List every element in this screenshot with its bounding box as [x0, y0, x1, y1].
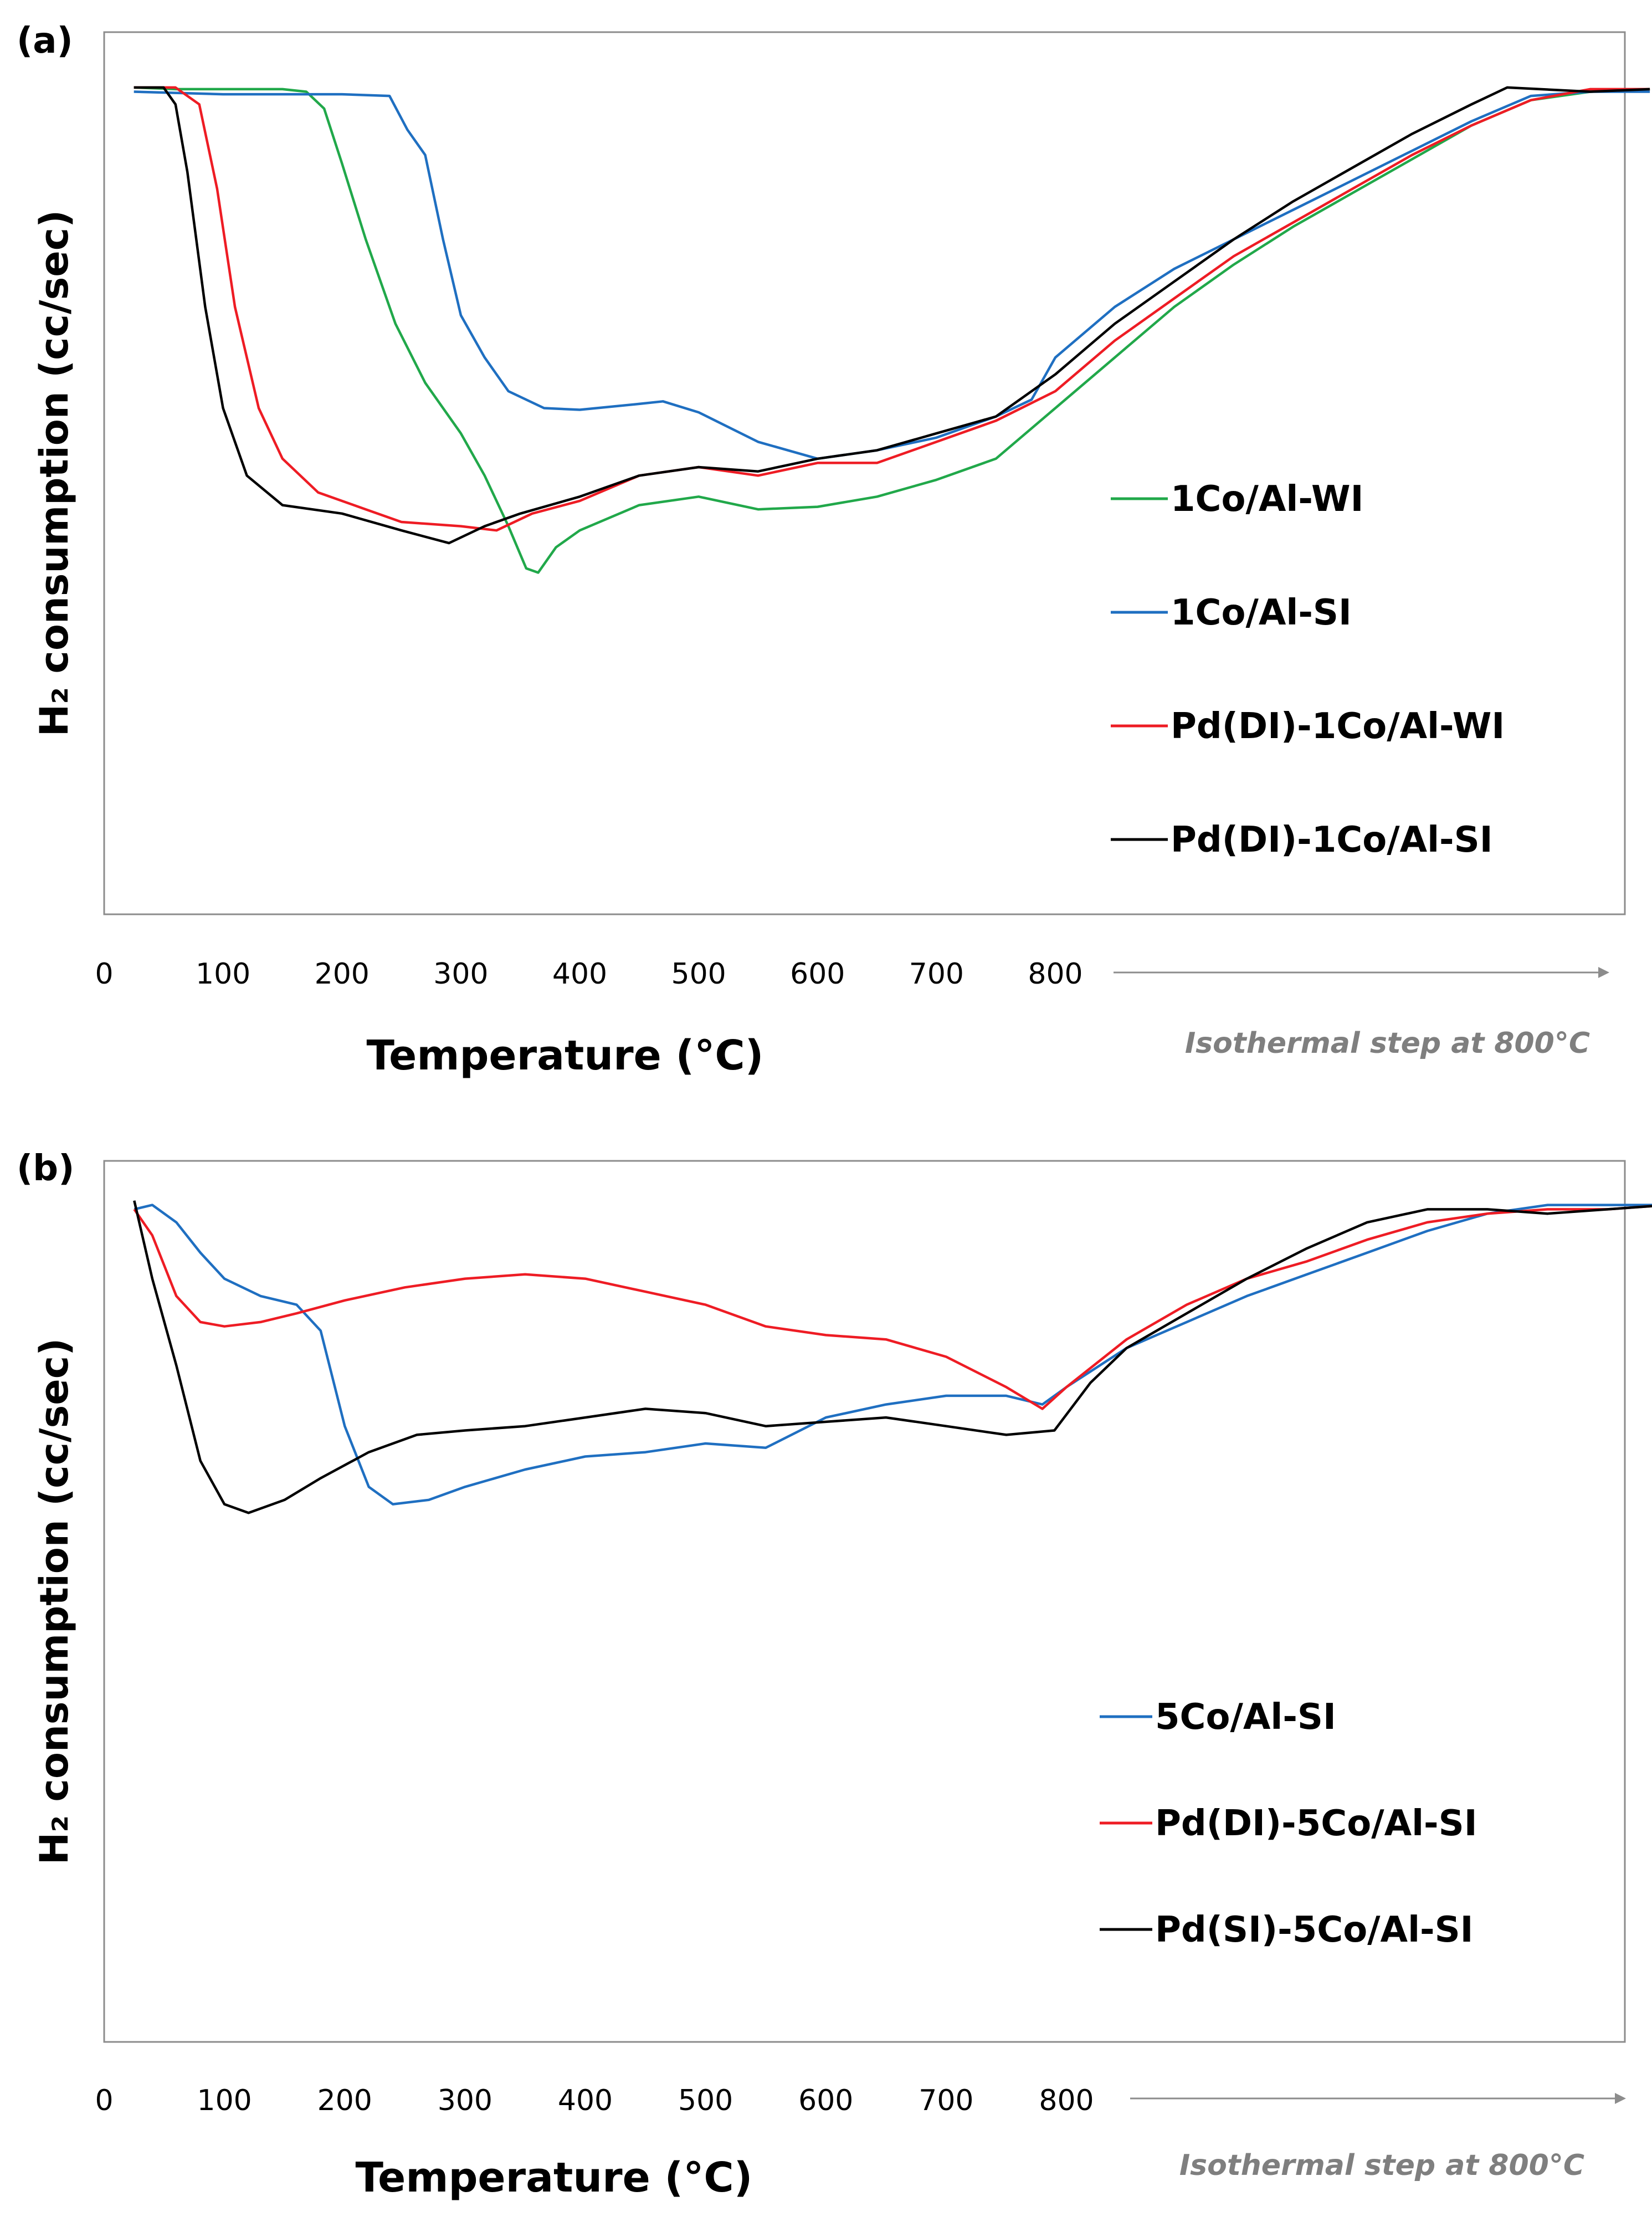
panel-b-x-tick-700: 700	[919, 2084, 973, 2117]
panel-a-y-axis-label: H₂ consumption (cc/sec)	[32, 210, 77, 737]
panel-a-x-tick-600: 600	[790, 958, 845, 991]
panel-b-x-tick-800: 800	[1039, 2084, 1094, 2117]
panel-a-series-line-4	[134, 86, 1650, 545]
panel-a-x-tick-500: 500	[671, 958, 726, 991]
panel-b-series	[133, 1200, 1652, 1514]
panel-b-x-tick-600: 600	[798, 2084, 853, 2117]
panel-a-series-line-3	[134, 86, 1650, 532]
panel-a-label: (a)	[17, 21, 73, 62]
panel-b-legend: 5Co/Al-SI Pd(DI)-5Co/Al-SI Pd(SI)-5Co/Al-S…	[1100, 1697, 1477, 1950]
panel-a-x-tick-300: 300	[433, 958, 488, 991]
panel-b-x-tick-0: 0	[95, 2084, 113, 2117]
panel-a-x-tick-800: 800	[1028, 958, 1082, 991]
panel-b-x-tick-400: 400	[558, 2084, 613, 2117]
panel-b-isothermal-arrowhead	[1615, 2093, 1626, 2104]
panel-a-series	[134, 86, 1650, 574]
panel-a-plot-area	[103, 31, 1626, 915]
panel-a-series-line-1	[134, 86, 1650, 574]
panel-a-x-tick-400: 400	[552, 958, 607, 991]
panel-b: (b) 0 100 200 300 400 500 600 700 800 5Co/Al-SI P…	[17, 1148, 1652, 2202]
panel-b-y-axis-label: H₂ consumption (cc/sec)	[32, 1338, 77, 1865]
panel-a-x-tick-0: 0	[95, 958, 113, 991]
panel-b-x-tick-500: 500	[678, 2084, 733, 2117]
panel-a-x-tick-100: 100	[196, 958, 250, 991]
panel-a-x-tick-200: 200	[315, 958, 370, 991]
panel-a: (a) 0 100 200 300 400 500 600 700 800 1Co/Al-WI1…	[17, 21, 1650, 1079]
panel-a-x-tick-700: 700	[909, 958, 964, 991]
panel-a-isothermal-note: Isothermal step at 800°C	[1185, 1027, 1590, 1060]
panel-b-x-ticks: 0 100 200 300 400 500 600 700 800	[95, 2084, 1094, 2117]
panel-b-series-line-2	[133, 1205, 1652, 1410]
panel-b-series-line-1	[134, 1204, 1652, 1506]
panel-a-isothermal-arrowhead	[1598, 967, 1609, 978]
panel-b-legend-label-1: 5Co/Al-SI	[1155, 1697, 1336, 1738]
panel-b-label: (b)	[17, 1148, 74, 1189]
panel-a-x-ticks: 0 100 200 300 400 500 600 700 800	[95, 958, 1082, 991]
panel-a-legend: 1Co/Al-WI 1Co/Al-SI Pd(DI)-1Co/Al-WI Pd(DI)…	[1111, 479, 1505, 861]
panel-b-x-tick-100: 100	[197, 2084, 252, 2117]
panel-a-legend-label-3: Pd(DI)-1Co/Al-WI	[1171, 706, 1505, 747]
panel-a-x-axis-label: Temperature (°C)	[367, 1032, 764, 1079]
panel-a-legend-label-1: 1Co/Al-WI	[1171, 479, 1363, 520]
panel-b-x-axis-label: Temperature (°C)	[356, 2154, 753, 2202]
panel-b-x-tick-200: 200	[317, 2084, 372, 2117]
panel-b-isothermal-note: Isothermal step at 800°C	[1179, 2149, 1584, 2182]
panel-b-legend-label-2: Pd(DI)-5Co/Al-SI	[1155, 1803, 1477, 1844]
panel-b-x-tick-300: 300	[438, 2084, 492, 2117]
panel-a-legend-label-4: Pd(DI)-1Co/Al-SI	[1171, 820, 1493, 861]
panel-b-plot-area	[103, 1160, 1626, 2043]
panel-a-legend-label-2: 1Co/Al-SI	[1171, 592, 1352, 633]
panel-b-series-line-3	[133, 1200, 1652, 1514]
panel-b-legend-label-3: Pd(SI)-5Co/Al-SI	[1155, 1909, 1473, 1950]
panel-a-series-line-2	[134, 90, 1650, 460]
